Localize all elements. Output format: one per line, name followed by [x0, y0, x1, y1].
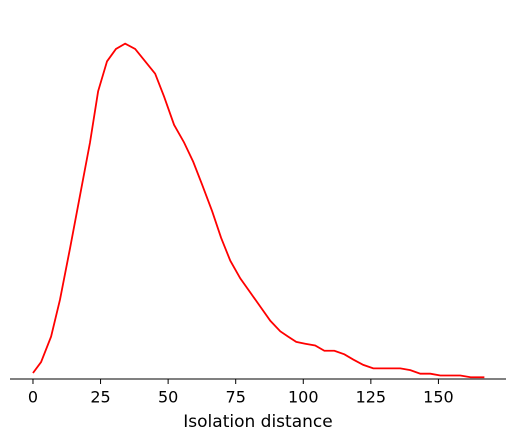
x-tick-label: 125	[356, 388, 387, 407]
x-tick-label: 150	[423, 388, 454, 407]
x-tick-label: 25	[90, 388, 110, 407]
x-tick-label: 75	[226, 388, 246, 407]
x-tick-label: 100	[288, 388, 319, 407]
x-tick-label: 0	[28, 388, 38, 407]
x-axis-label: Isolation distance	[183, 412, 332, 432]
line	[32, 42, 485, 379]
x-tick-label: 50	[158, 388, 178, 407]
